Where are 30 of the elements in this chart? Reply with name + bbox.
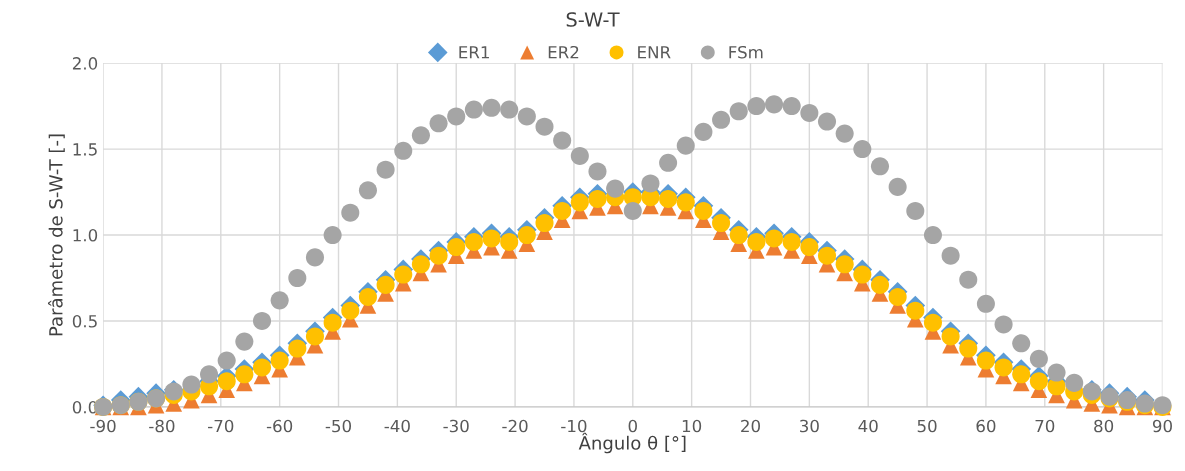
x-tick-label: -70: [208, 419, 234, 433]
x-tick-label: 20: [741, 419, 760, 433]
legend-label: FSm: [729, 45, 763, 59]
x-tick-label: -30: [443, 419, 469, 433]
x-tick-label: -90: [90, 419, 116, 433]
x-tick-label: 0: [628, 419, 637, 433]
chart-title: S-W-T: [566, 12, 620, 27]
y-tick-label: 1.0: [73, 228, 98, 242]
legend-label: ER1: [459, 46, 489, 59]
x-tick-label: -20: [502, 419, 528, 433]
x-axis-title: Ângulo θ [°]: [578, 432, 686, 454]
x-tick-label: -60: [266, 419, 293, 433]
y-axis-title: Parâmetro de S-W-T [-]: [47, 134, 65, 336]
x-tick-label: -50: [325, 419, 352, 433]
x-tick-label: 90: [1152, 419, 1172, 433]
x-tick-label: 10: [682, 419, 702, 433]
x-tick-label: 50: [917, 419, 937, 433]
x-tick-label: -40: [384, 419, 410, 433]
y-tick-label: 0.5: [72, 314, 97, 328]
x-tick-label: 80: [1094, 419, 1114, 433]
x-tick-label: 40: [858, 419, 878, 433]
legend-label: ER2: [548, 45, 579, 59]
x-tick-label: -10: [561, 419, 587, 433]
x-tick-label: 70: [1035, 419, 1055, 433]
x-tick-label: 60: [976, 419, 996, 433]
y-tick-label: 2.0: [72, 57, 98, 70]
legend-label: ENR: [638, 46, 671, 59]
y-tick-label: 1.5: [73, 143, 97, 156]
x-tick-label: -80: [149, 419, 175, 433]
x-tick-label: 30: [800, 419, 819, 433]
